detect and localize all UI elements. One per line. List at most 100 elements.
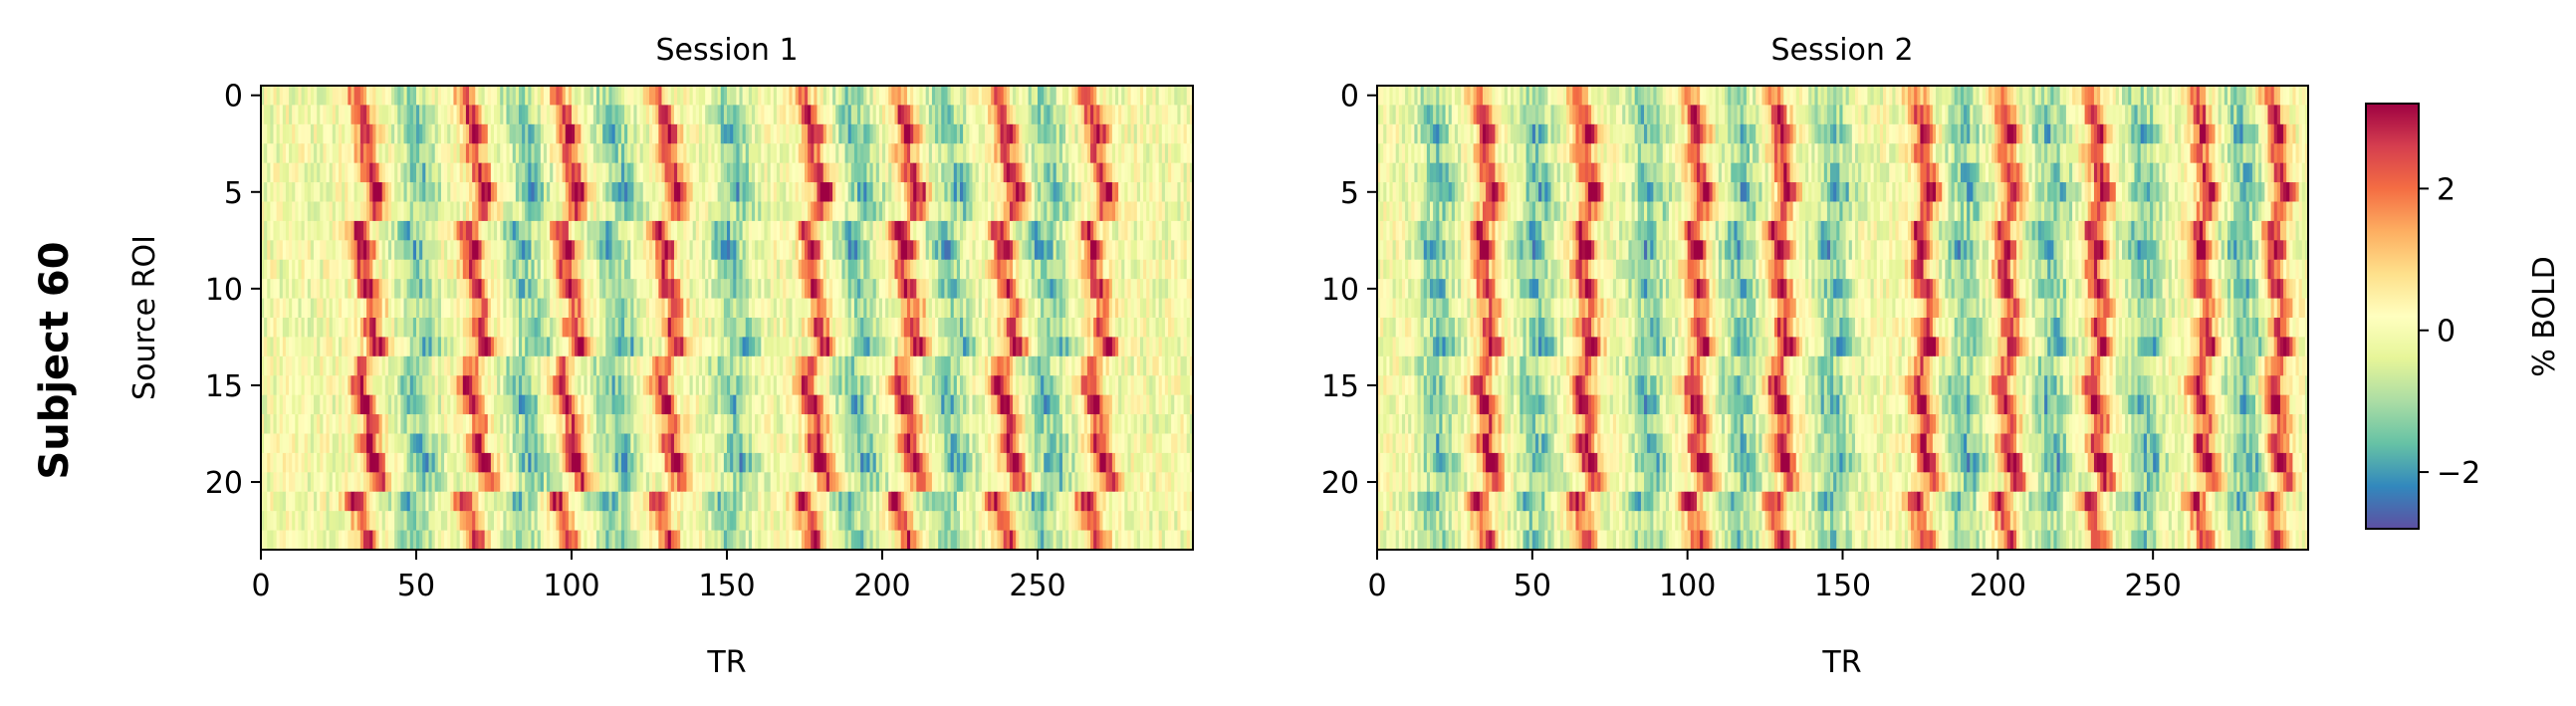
heatmap-cell bbox=[1158, 162, 1163, 183]
heatmap-cell bbox=[329, 220, 334, 241]
heatmap-cell bbox=[369, 220, 373, 241]
heatmap-cell bbox=[711, 123, 716, 144]
heatmap-cell bbox=[972, 240, 977, 261]
heatmap-cell bbox=[686, 182, 691, 203]
heatmap-cell bbox=[776, 201, 781, 222]
heatmap-cell bbox=[472, 105, 476, 125]
heatmap-cell bbox=[882, 105, 886, 125]
heatmap-cell bbox=[888, 123, 892, 144]
heatmap-cell bbox=[584, 259, 588, 280]
heatmap-cell bbox=[375, 105, 380, 125]
heatmap-cell bbox=[506, 240, 511, 261]
heatmap-cell bbox=[565, 105, 570, 125]
heatmap-cell bbox=[589, 105, 594, 125]
heatmap-cell bbox=[860, 220, 864, 241]
heatmap-cell bbox=[599, 220, 603, 241]
heatmap-cell bbox=[1071, 105, 1076, 125]
heatmap-cell bbox=[1065, 182, 1069, 203]
heatmap-cell bbox=[953, 220, 958, 241]
heatmap-cell bbox=[947, 201, 952, 222]
heatmap-cell bbox=[267, 123, 271, 144]
heatmap-cell bbox=[1161, 201, 1166, 222]
heatmap-cell bbox=[736, 86, 741, 107]
heatmap-cell bbox=[733, 86, 737, 107]
heatmap-cell bbox=[329, 162, 334, 183]
heatmap-cell bbox=[472, 259, 476, 280]
heatmap-cell bbox=[1108, 105, 1113, 125]
heatmap-cell bbox=[270, 105, 275, 125]
heatmap-cell bbox=[661, 182, 666, 203]
heatmap-cell bbox=[925, 220, 930, 241]
heatmap-cell bbox=[419, 259, 423, 280]
heatmap-cell bbox=[1108, 143, 1113, 164]
heatmap-cell bbox=[897, 182, 902, 203]
heatmap-cell bbox=[478, 105, 483, 125]
heatmap-cell bbox=[1143, 201, 1147, 222]
heatmap-cell bbox=[362, 259, 367, 280]
heatmap-cell bbox=[1006, 259, 1011, 280]
heatmap-cell bbox=[387, 201, 392, 222]
heatmap-cell bbox=[988, 201, 992, 222]
heatmap-cell bbox=[1121, 123, 1125, 144]
heatmap-cell bbox=[320, 220, 324, 241]
heatmap-cell bbox=[838, 240, 843, 261]
heatmap-cell bbox=[630, 143, 634, 164]
heatmap-cell bbox=[478, 162, 483, 183]
heatmap-cell bbox=[342, 279, 346, 300]
heatmap-cell bbox=[906, 162, 911, 183]
heatmap-cell bbox=[789, 86, 794, 107]
heatmap-cell bbox=[770, 201, 775, 222]
heatmap-cell bbox=[267, 182, 271, 203]
heatmap-cell bbox=[351, 240, 355, 261]
heatmap-cell bbox=[817, 162, 821, 183]
heatmap-cell bbox=[326, 259, 331, 280]
heatmap-cell bbox=[599, 182, 603, 203]
heatmap-cell bbox=[994, 182, 999, 203]
heatmap-cell bbox=[605, 143, 610, 164]
heatmap-cell bbox=[387, 105, 392, 125]
heatmap-cell bbox=[550, 86, 554, 107]
heatmap-cell bbox=[317, 240, 321, 261]
heatmap-cell bbox=[292, 162, 296, 183]
heatmap-cell bbox=[928, 105, 933, 125]
heatmap-cell bbox=[1074, 86, 1079, 107]
heatmap-cell bbox=[941, 201, 945, 222]
heatmap-cell bbox=[981, 240, 986, 261]
heatmap-cell bbox=[1096, 182, 1100, 203]
heatmap-cell bbox=[450, 182, 455, 203]
heatmap-cell bbox=[1093, 201, 1097, 222]
heatmap-cell bbox=[589, 143, 594, 164]
heatmap-cell bbox=[783, 201, 787, 222]
heatmap-cell bbox=[960, 259, 964, 280]
heatmap-cell bbox=[1186, 220, 1191, 241]
heatmap-cell bbox=[1111, 105, 1116, 125]
heatmap-cell bbox=[617, 105, 622, 125]
heatmap-cell bbox=[916, 105, 921, 125]
heatmap-cell bbox=[850, 220, 855, 241]
heatmap-cell bbox=[572, 220, 576, 241]
heatmap-cell bbox=[1093, 105, 1097, 125]
heatmap-cell bbox=[317, 162, 321, 183]
heatmap-cell bbox=[1086, 162, 1091, 183]
heatmap-cell bbox=[1050, 105, 1054, 125]
heatmap-cell bbox=[853, 182, 858, 203]
heatmap-cell bbox=[903, 162, 908, 183]
heatmap-cell bbox=[320, 123, 324, 144]
heatmap-cell bbox=[639, 86, 644, 107]
heatmap-cell bbox=[680, 123, 684, 144]
heatmap-cell bbox=[611, 105, 616, 125]
heatmap-cell bbox=[1164, 182, 1169, 203]
heatmap-cell bbox=[1139, 240, 1144, 261]
heatmap-cell bbox=[366, 105, 370, 125]
heatmap-cell bbox=[1086, 182, 1091, 203]
heatmap-cell bbox=[1124, 201, 1129, 222]
heatmap-cell bbox=[345, 259, 349, 280]
heatmap-cell bbox=[677, 220, 681, 241]
heatmap-cell bbox=[627, 162, 631, 183]
heatmap-cell bbox=[339, 240, 343, 261]
heatmap-cell bbox=[783, 240, 787, 261]
heatmap-cell bbox=[475, 201, 479, 222]
heatmap-cell bbox=[891, 86, 896, 107]
heatmap-cell bbox=[602, 143, 606, 164]
heatmap-cell bbox=[655, 201, 659, 222]
